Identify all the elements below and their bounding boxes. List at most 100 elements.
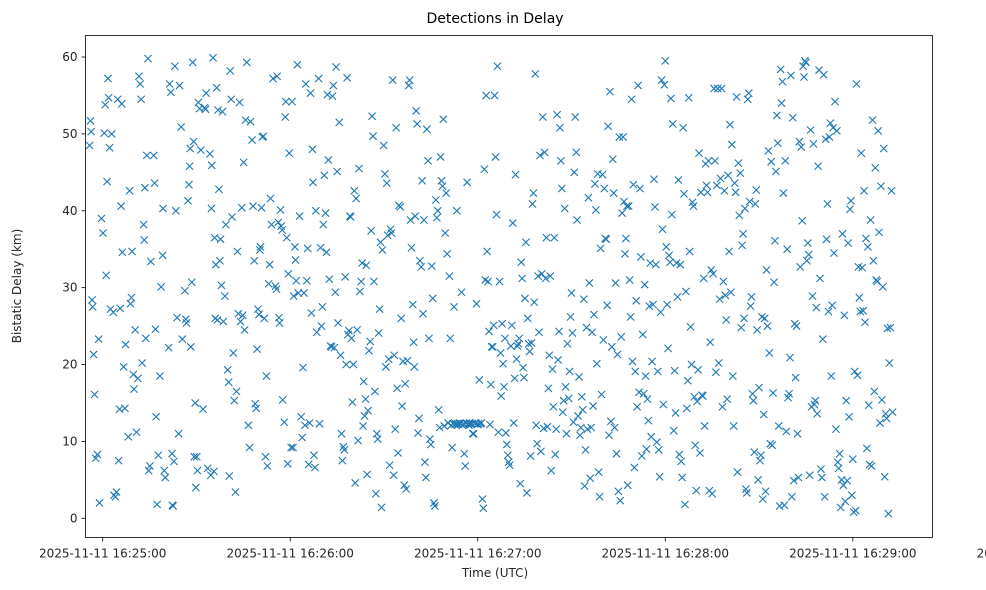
data-point <box>85 141 94 150</box>
data-point <box>231 488 240 497</box>
data-point <box>605 87 614 96</box>
data-point <box>337 429 346 438</box>
data-point <box>711 368 720 377</box>
data-point <box>850 367 859 376</box>
data-point <box>439 115 448 124</box>
x-axis-ticks: 2025-11-11 16:25:00 2025-11-11 16:26:00 20… <box>39 537 986 561</box>
data-point <box>347 334 356 343</box>
data-point <box>526 452 535 460</box>
data-point <box>629 180 638 189</box>
data-point <box>869 256 878 265</box>
data-point <box>139 220 148 229</box>
data-point <box>521 238 530 247</box>
data-point <box>500 334 509 343</box>
data-point <box>671 408 680 417</box>
data-point <box>876 418 884 427</box>
data-point <box>654 445 663 454</box>
data-point <box>831 425 840 434</box>
data-point <box>496 349 505 357</box>
data-point <box>301 79 310 88</box>
data-point <box>823 199 832 208</box>
data-point <box>419 216 428 224</box>
data-point <box>361 395 370 404</box>
data-point <box>86 116 95 125</box>
data-point <box>488 342 497 351</box>
data-point <box>169 457 178 466</box>
data-point <box>524 339 533 348</box>
data-point <box>605 431 614 440</box>
data-point <box>491 152 500 161</box>
data-point <box>129 370 138 379</box>
data-point <box>392 123 401 132</box>
data-point <box>641 372 650 381</box>
data-point <box>196 146 205 155</box>
data-point <box>628 357 637 366</box>
data-point <box>358 259 367 268</box>
data-point <box>134 374 142 383</box>
data-point <box>132 428 141 437</box>
data-point <box>223 365 232 374</box>
data-point <box>543 422 552 431</box>
data-point <box>744 89 753 98</box>
data-point <box>818 335 827 344</box>
data-point <box>563 339 572 348</box>
data-point <box>194 98 203 107</box>
data-point <box>863 242 872 251</box>
data-point <box>667 210 676 219</box>
data-point <box>418 176 427 185</box>
data-point <box>495 277 504 286</box>
data-point <box>382 179 391 188</box>
y-tick-label: 60 <box>62 50 77 64</box>
data-point <box>627 95 636 104</box>
data-point <box>216 235 225 244</box>
data-point <box>333 167 342 176</box>
data-point <box>756 451 765 460</box>
data-point <box>529 189 538 198</box>
data-point <box>548 365 557 374</box>
data-point <box>610 423 619 432</box>
x-tick-label: 2025-11-11 16:25:00 <box>39 547 166 561</box>
data-point <box>800 73 809 82</box>
y-axis-ticks: 0 10 20 30 40 50 60 <box>62 50 86 525</box>
data-point <box>840 311 849 320</box>
data-point <box>639 389 648 398</box>
data-point <box>689 202 698 211</box>
data-point <box>856 307 865 316</box>
data-point <box>373 435 382 444</box>
data-point <box>845 412 854 421</box>
data-point <box>238 311 247 320</box>
data-point <box>220 292 229 301</box>
data-point <box>668 119 677 128</box>
data-point <box>151 325 160 334</box>
data-point <box>316 243 325 252</box>
data-point <box>844 239 853 248</box>
data-point <box>192 452 201 461</box>
data-point <box>492 210 501 219</box>
data-point <box>300 421 309 430</box>
data-point <box>590 179 599 188</box>
data-point <box>768 441 777 450</box>
data-point <box>736 169 745 178</box>
data-point <box>761 487 770 496</box>
data-point <box>880 472 889 481</box>
data-point <box>178 335 187 344</box>
data-point <box>269 74 278 83</box>
data-point <box>864 401 873 410</box>
data-point <box>434 405 443 414</box>
data-point <box>303 244 312 253</box>
data-point <box>597 390 606 399</box>
data-point <box>642 445 651 454</box>
data-point <box>624 202 633 211</box>
data-point <box>635 388 644 397</box>
data-point <box>712 181 721 190</box>
y-tick-label: 50 <box>62 127 77 141</box>
data-point <box>325 275 334 284</box>
data-point <box>745 197 754 206</box>
data-point <box>882 414 891 423</box>
data-point <box>555 123 564 132</box>
data-point <box>608 155 617 164</box>
x-tick-label: 2025-11-11 16:29:00 <box>789 547 916 561</box>
data-point <box>875 228 884 237</box>
data-point <box>751 199 760 208</box>
data-point <box>120 404 129 413</box>
